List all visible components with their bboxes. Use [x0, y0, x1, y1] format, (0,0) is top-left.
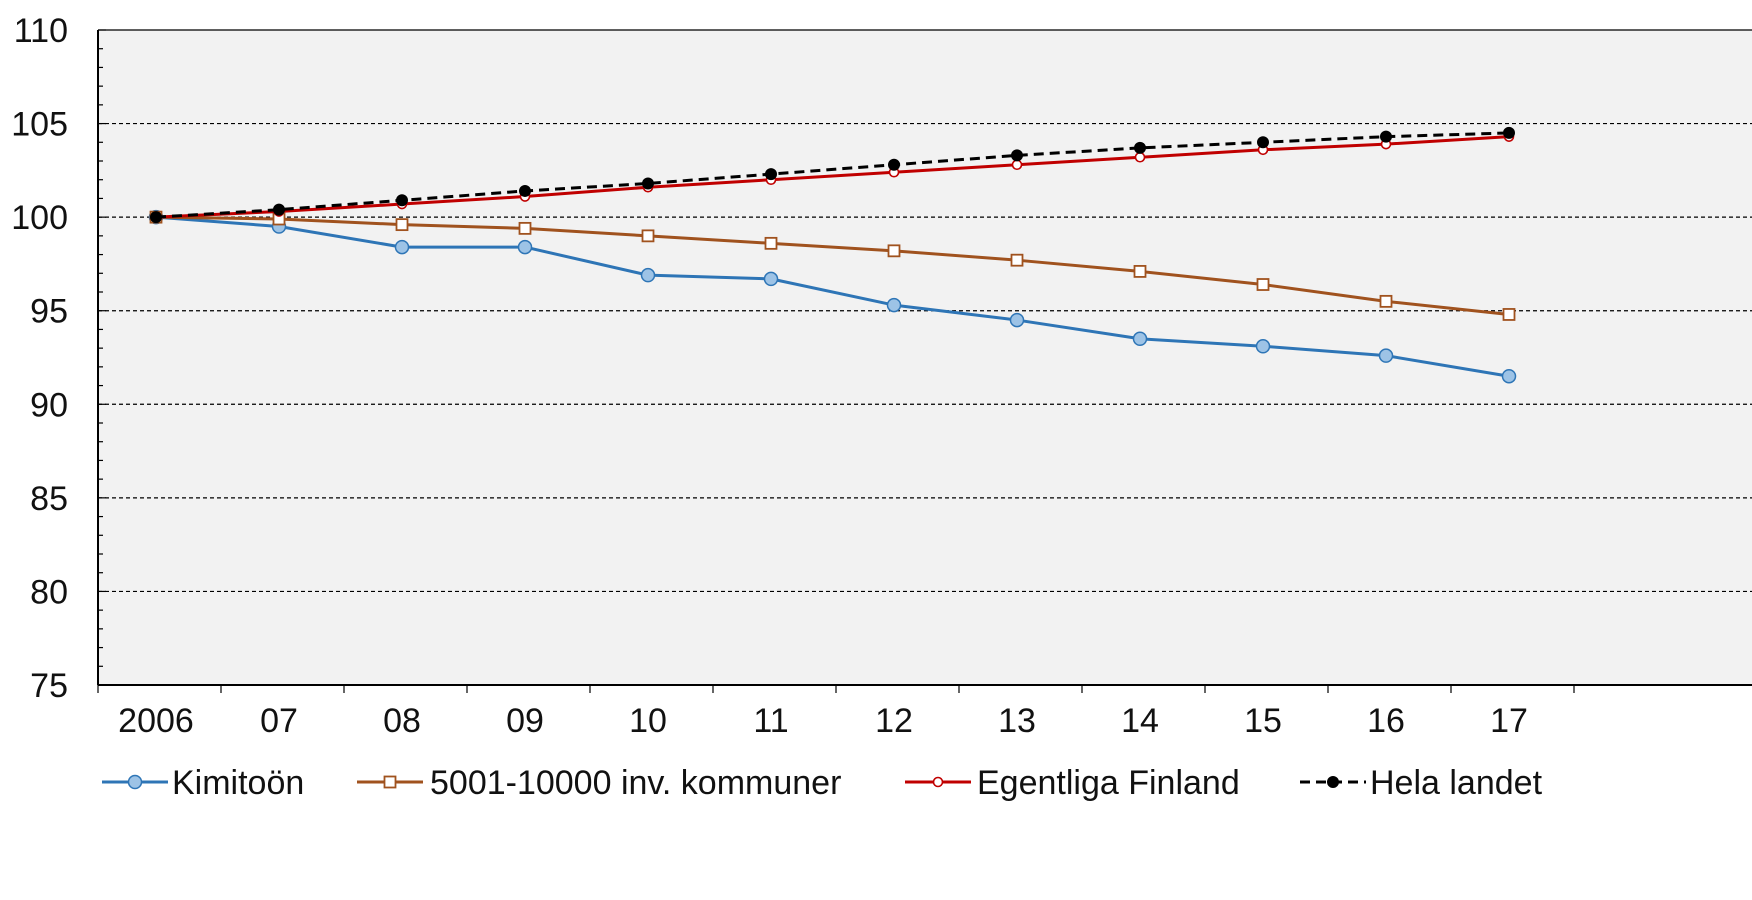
series-layer — [148, 126, 1517, 384]
x-tick-label: 17 — [1490, 702, 1528, 740]
series-line — [155, 131, 1510, 219]
x-tick-label: 15 — [1244, 702, 1282, 740]
y-tick-label: 95 — [30, 293, 68, 331]
legend-swatch-marker — [127, 774, 143, 790]
series-point-marker — [1011, 159, 1023, 171]
series-point-marker — [1380, 130, 1392, 143]
axes — [97, 30, 1752, 686]
y-tick-label: 105 — [11, 106, 68, 144]
legend-label: Kimitoön — [172, 764, 304, 802]
x-tick-label: 2006 — [118, 702, 194, 740]
x-tick-label: 14 — [1121, 702, 1159, 740]
series-point-marker — [642, 177, 654, 190]
y-tick-label: 80 — [30, 573, 68, 611]
series-point-marker — [1255, 339, 1271, 354]
series-point-marker — [765, 168, 777, 181]
series-point-marker — [886, 297, 902, 313]
y-tick-label: 100 — [11, 199, 68, 237]
series-point-marker — [273, 203, 285, 216]
series-point-marker — [1503, 126, 1515, 139]
legend: Kimitoön 5001-10000 inv. kommuner Egentlig… — [102, 764, 1543, 802]
x-tick-label: 09 — [506, 702, 544, 740]
series-point-marker — [519, 184, 531, 197]
legend-item-5001-10000-inv-kommuner: 5001-10000 inv. kommuner — [357, 764, 841, 802]
x-tick-label: 10 — [629, 702, 667, 740]
series-point-marker — [1501, 368, 1517, 384]
legend-label: Egentliga Finland — [977, 764, 1240, 802]
series-point-marker — [1257, 136, 1269, 149]
series-point-marker — [641, 229, 655, 243]
legend-item-egentliga-finland: Egentliga Finland — [905, 764, 1240, 802]
legend-item-hela-landet: Hela landet — [1300, 764, 1543, 802]
series-point-marker — [517, 239, 533, 255]
x-tick-label: 12 — [875, 702, 913, 740]
series-point-marker — [518, 221, 532, 235]
series-point-marker — [1132, 331, 1148, 347]
series-point-marker — [764, 236, 778, 250]
y-tick-label: 110 — [14, 12, 68, 50]
series-line — [155, 215, 1510, 378]
series-point-marker — [640, 267, 656, 283]
x-tick-label: 11 — [753, 702, 788, 740]
x-tick-label: 07 — [260, 702, 298, 740]
gridlines — [98, 29, 1752, 593]
series-point-marker — [1378, 348, 1394, 363]
series-point-marker — [1256, 278, 1270, 291]
series-point-marker — [1379, 294, 1393, 308]
y-tick-label: 90 — [30, 386, 68, 424]
legend-swatch-marker — [383, 775, 397, 789]
x-tick-label: 13 — [998, 702, 1036, 740]
legend-label: 5001-10000 inv. kommuner — [430, 764, 841, 802]
series-point-marker — [888, 158, 900, 171]
series-point-marker — [1502, 308, 1516, 321]
series-point-marker — [395, 218, 409, 232]
series-line — [155, 135, 1510, 219]
y-tick-label: 85 — [30, 480, 68, 518]
series-point-marker — [150, 211, 162, 224]
series-point-marker — [1133, 265, 1147, 278]
series-point-marker — [396, 194, 408, 207]
series-kimito-n — [148, 209, 1517, 384]
y-axis-ticks: 75 80 85 90 95 100 105 110 — [11, 12, 106, 705]
x-tick-label: 08 — [383, 702, 421, 740]
series-point-marker — [1134, 141, 1146, 154]
series-point-marker — [1010, 253, 1024, 267]
series-line — [155, 215, 1510, 316]
series-point-marker — [1009, 312, 1025, 328]
legend-label: Hela landet — [1370, 764, 1543, 802]
legend-swatch-marker — [1327, 776, 1339, 788]
series-point-marker — [1134, 151, 1146, 163]
series-point-marker — [887, 244, 901, 258]
legend-item-kimito-n: Kimitoön — [102, 764, 304, 802]
x-axis-ticks: 2006 07 08 09 10 11 12 13 14 15 16 17 — [97, 685, 1575, 740]
series-point-marker — [394, 239, 410, 255]
legend-swatch-marker — [932, 776, 944, 788]
plot-area — [98, 30, 1752, 685]
x-tick-label: 16 — [1367, 702, 1405, 740]
series-hela-landet — [150, 126, 1515, 224]
series-point-marker — [1011, 149, 1023, 162]
series-point-marker — [763, 271, 779, 287]
y-tick-label: 75 — [30, 667, 68, 705]
